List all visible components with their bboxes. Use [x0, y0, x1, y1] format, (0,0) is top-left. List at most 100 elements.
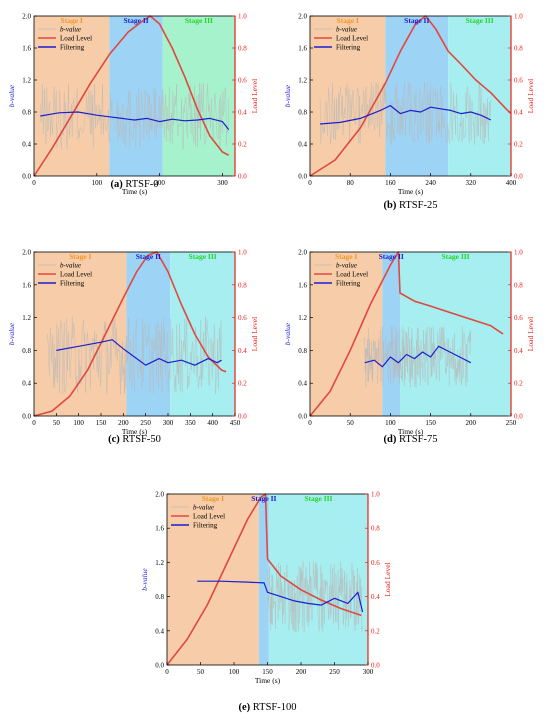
x-tick-label: 100 — [385, 419, 396, 427]
stage-label-1: Stage I — [337, 16, 359, 25]
y-tick-label: 1.2 — [22, 314, 31, 322]
stage-label-2: Stage II — [251, 494, 276, 503]
y-tick-label: 1.6 — [155, 525, 164, 533]
x-tick-label: 0 — [32, 179, 36, 187]
legend-entry: Filtering — [336, 44, 361, 52]
stage-label-3: Stage III — [304, 494, 332, 503]
x-tick-label: 400 — [207, 419, 218, 427]
stage-band-1 — [34, 252, 127, 416]
stage-label-3: Stage III — [466, 16, 494, 25]
stage-label-3: Stage III — [185, 16, 213, 25]
stage-label-3: Stage III — [189, 252, 217, 261]
x-tick-label: 200 — [118, 419, 129, 427]
x-tick-label: 320 — [466, 179, 477, 187]
y-tick-label: 0.8 — [22, 109, 31, 117]
legend-entry: b-value — [193, 504, 214, 512]
y2-tick-label: 0.6 — [514, 77, 523, 85]
y2-tick-label: 0.4 — [238, 347, 247, 355]
stage-band-2 — [109, 16, 163, 176]
y2-tick-label: 0.8 — [238, 45, 247, 53]
y2-tick-label: 1.0 — [371, 491, 380, 499]
x-tick-label: 50 — [347, 419, 355, 427]
y2-tick-label: 0.0 — [238, 413, 247, 421]
x-axis-label: Time (s) — [122, 427, 148, 436]
filtering-line — [197, 580, 364, 613]
y-tick-label: 2.0 — [22, 13, 31, 21]
legend-entry: b-value — [336, 26, 357, 34]
y2-tick-label: 0.6 — [371, 559, 380, 567]
y2-tick-label: 0.4 — [514, 347, 523, 355]
y2-axis-label: Load Level — [383, 562, 392, 596]
y-tick-label: 0.4 — [22, 141, 31, 149]
legend-entry: Filtering — [193, 522, 218, 530]
y2-tick-label: 0.4 — [238, 109, 247, 117]
x-tick-label: 200 — [154, 179, 165, 187]
y-tick-label: 2.0 — [155, 491, 164, 499]
x-tick-label: 350 — [185, 419, 196, 427]
b-value-series — [47, 315, 222, 395]
panel-letter: (c) — [108, 434, 120, 445]
y-axis-label: b-value — [283, 84, 292, 107]
y2-tick-label: 1.0 — [514, 249, 523, 257]
y2-tick-label: 0.2 — [514, 380, 523, 388]
panel-letter: (a) — [110, 179, 123, 190]
stage-label-3: Stage III — [441, 252, 469, 261]
x-tick-label: 50 — [197, 668, 205, 676]
y-tick-label: 2.0 — [298, 13, 307, 21]
panel-caption-text: RTSF-0 — [123, 179, 159, 190]
y-tick-label: 2.0 — [298, 249, 307, 257]
x-tick-label: 150 — [262, 668, 273, 676]
x-tick-label: 100 — [92, 179, 103, 187]
y2-tick-label: 0.6 — [238, 77, 247, 85]
stage-label-1: Stage I — [335, 252, 357, 261]
y2-axis-label: Load Level — [250, 317, 259, 351]
y-tick-label: 1.2 — [298, 314, 307, 322]
panel-letter: (e) — [239, 702, 251, 713]
panel-letter: (b) — [384, 200, 397, 211]
load-level-line — [33, 251, 227, 417]
x-tick-label: 160 — [385, 179, 396, 187]
stage-band-2 — [258, 494, 269, 665]
panel-caption: (c) RTSF-50 — [108, 434, 161, 445]
stage-label-1: Stage I — [202, 494, 224, 503]
y-tick-label: 0.4 — [298, 380, 307, 388]
y-axis-label: b-value — [7, 322, 16, 345]
x-tick-label: 80 — [347, 179, 355, 187]
x-tick-label: 100 — [73, 419, 84, 427]
x-tick-label: 0 — [32, 419, 36, 427]
b-value-series — [267, 560, 363, 633]
legend-entry: Load Level — [193, 513, 225, 521]
x-tick-label: 150 — [425, 419, 436, 427]
y-tick-label: 0.8 — [22, 347, 31, 355]
y2-tick-label: 0.0 — [514, 413, 523, 421]
y2-tick-label: 1.0 — [238, 249, 247, 257]
y-tick-label: 1.6 — [22, 45, 31, 53]
x-tick-label: 0 — [165, 668, 169, 676]
y2-tick-label: 0.6 — [514, 314, 523, 322]
y-tick-label: 0.4 — [298, 141, 307, 149]
legend-entry: Load Level — [336, 271, 368, 279]
y2-tick-label: 1.0 — [514, 13, 523, 21]
x-axis-label: Time (s) — [122, 187, 148, 196]
b-value-series — [364, 325, 472, 388]
y-tick-label: 1.2 — [22, 77, 31, 85]
load-level-line — [309, 15, 512, 177]
filtering-line — [56, 339, 222, 366]
y2-tick-label: 0.8 — [514, 281, 523, 289]
y-tick-label: 0.0 — [22, 413, 31, 421]
panel-caption: (e) RTSF-100 — [239, 702, 297, 713]
y-axis-label: b-value — [7, 84, 16, 107]
chart-panel-a: 0 100 200 300 0.0 0.4 0.8 1.2 1.6 2.0 0.0 0.2 0.4 0.6… — [7, 13, 259, 197]
y2-tick-label: 0.4 — [371, 593, 380, 601]
y-tick-label: 0.0 — [298, 173, 307, 181]
x-tick-label: 400 — [506, 179, 517, 187]
legend-entry: Load Level — [336, 35, 368, 43]
y-tick-label: 0.0 — [22, 173, 31, 181]
panel-caption-text: RTSF-100 — [250, 702, 296, 713]
x-tick-label: 300 — [363, 668, 374, 676]
stage-label-1: Stage I — [61, 16, 83, 25]
y2-tick-label: 0.8 — [371, 525, 380, 533]
y-tick-label: 0.8 — [155, 593, 164, 601]
y-tick-label: 0.0 — [298, 413, 307, 421]
